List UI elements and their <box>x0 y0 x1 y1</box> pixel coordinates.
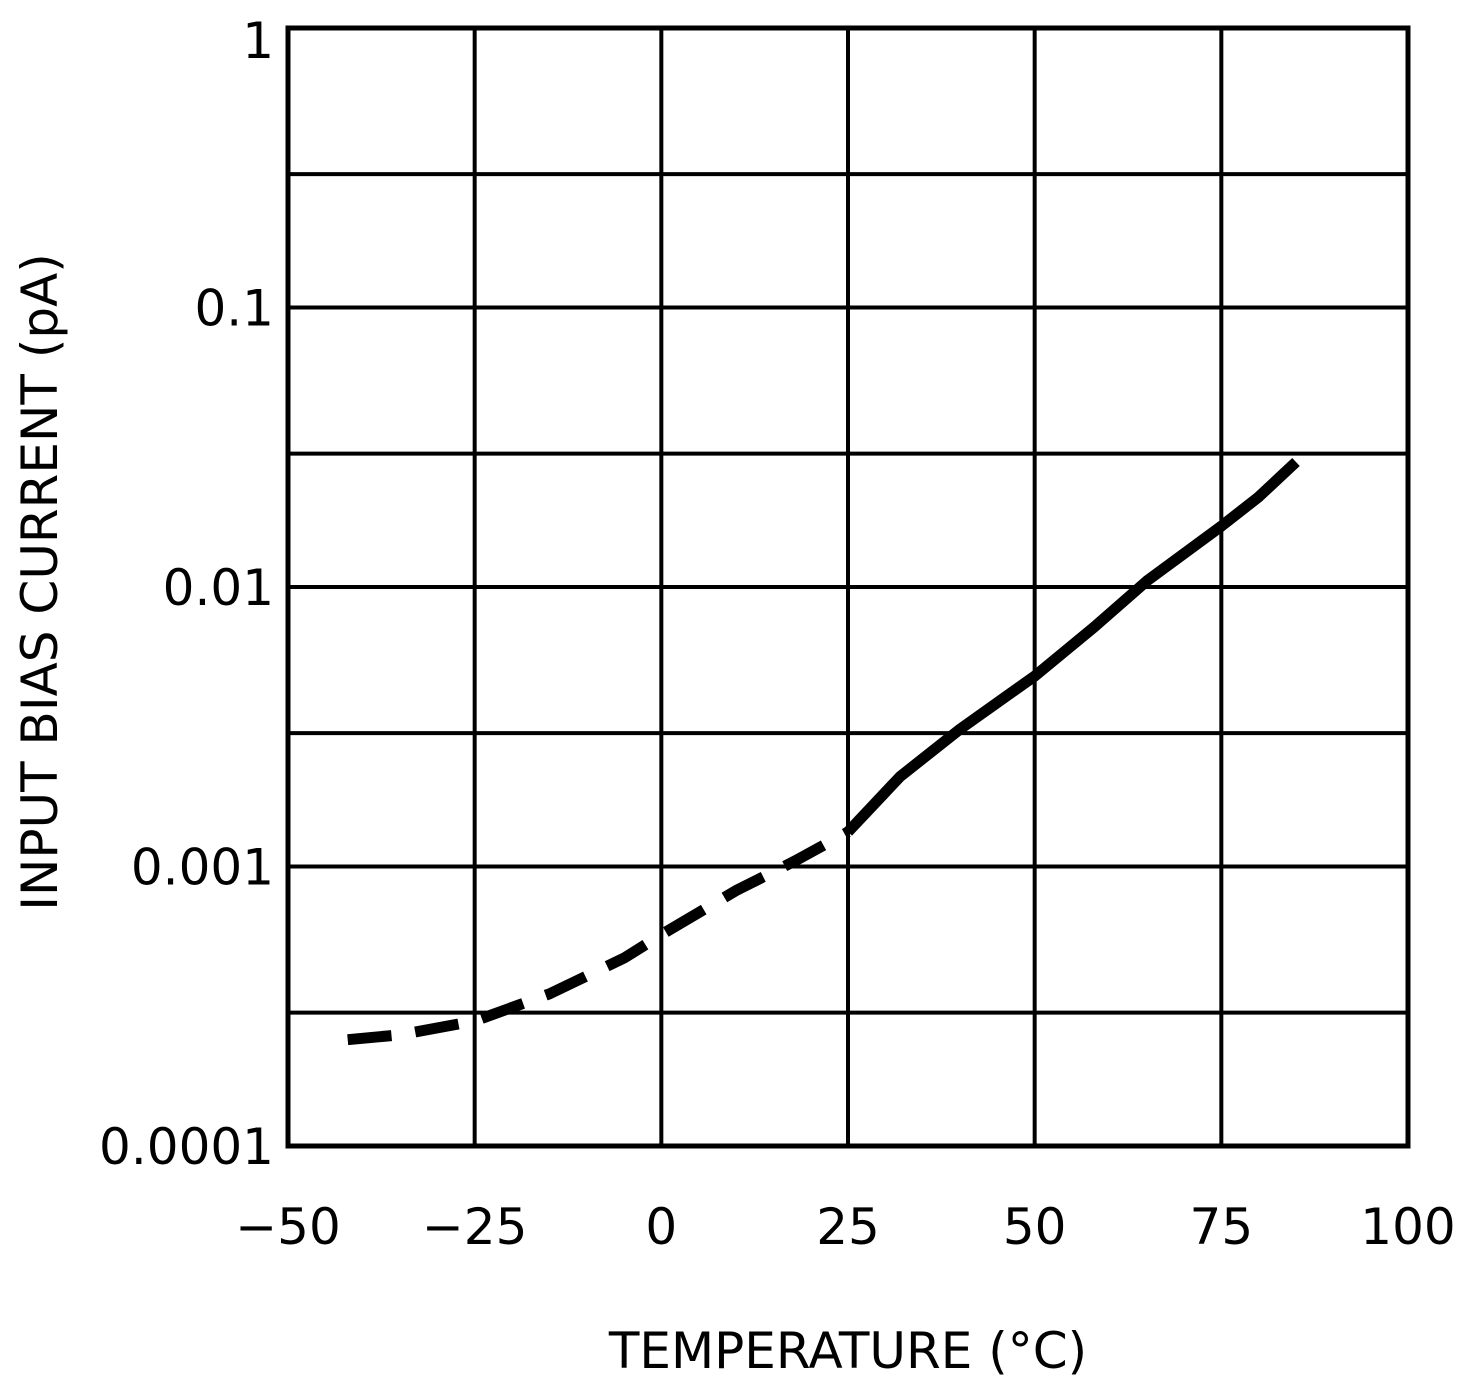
x-tick-label: −50 <box>235 1198 341 1256</box>
x-axis-title: TEMPERATURE (°C) <box>608 1322 1087 1377</box>
y-axis-title: INPUT BIAS CURRENT (pA) <box>11 253 69 911</box>
x-tick-label: 75 <box>1190 1198 1254 1256</box>
x-tick-label: −25 <box>422 1198 528 1256</box>
y-tick-label: 0.0001 <box>99 1118 274 1176</box>
series-layer <box>347 457 1300 1046</box>
x-tick-label: 50 <box>1003 1198 1067 1256</box>
x-tick-label: 100 <box>1360 1198 1455 1256</box>
series-line-measured <box>843 457 1300 836</box>
y-tick-label: 0.01 <box>163 559 274 617</box>
x-tick-labels: −50 −25 0 25 50 75 100 <box>235 1198 1455 1256</box>
y-tick-labels: 0.0001 0.001 0.01 0.1 1 <box>99 12 274 1176</box>
series-line-extrapolated <box>347 827 851 1046</box>
plot-frame <box>285 25 1411 1149</box>
y-tick-label: 0.1 <box>194 280 274 338</box>
y-tick-label: 0.001 <box>131 839 274 897</box>
x-tick-label: 0 <box>645 1198 677 1256</box>
x-tick-label: 25 <box>816 1198 880 1256</box>
y-gridlines <box>288 26 1408 1148</box>
y-tick-label: 1 <box>242 12 274 70</box>
